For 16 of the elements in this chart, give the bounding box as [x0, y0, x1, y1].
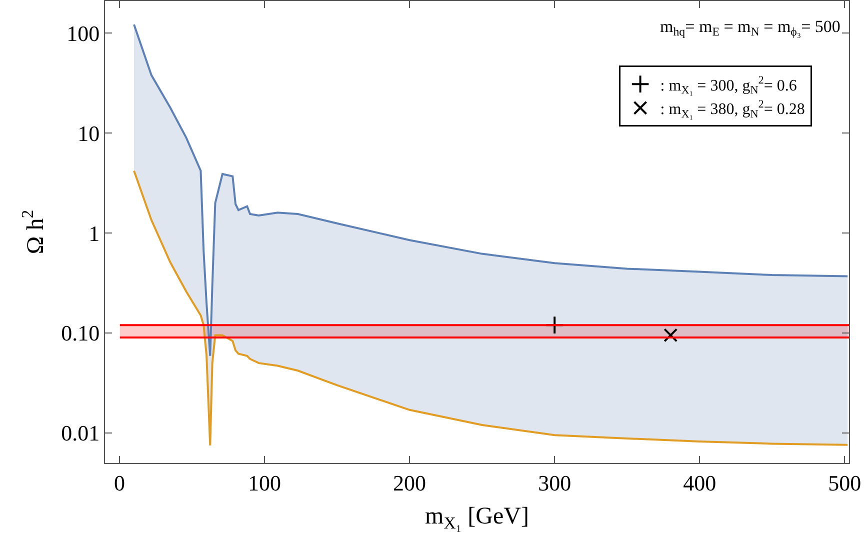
y-tick-label: 10 — [78, 120, 100, 146]
line-series — [133, 170, 849, 446]
x-tick-label: 200 — [393, 470, 426, 496]
legend-label: : m$_{X₁}$ = 380, g$_{N}$$^{2}$= 0.28 — [660, 98, 805, 120]
x-axis-title: m$_{X₁}$ [GeV] — [425, 504, 529, 533]
x-tick-label: 100 — [248, 470, 282, 496]
y-tick-label: 0.01 — [61, 420, 100, 446]
x-tick-label: 0 — [114, 470, 125, 496]
x-tick-label: 300 — [538, 470, 572, 496]
x-tick-label: 400 — [683, 470, 716, 496]
legend-label: : m$_{X₁}$ = 300, g$_{N}$$^{2}$= 0.6 — [660, 74, 797, 97]
y-tick-label: 1 — [88, 220, 100, 246]
y-tick-label: 100 — [66, 20, 100, 46]
y-tick-label: 0.10 — [61, 320, 100, 346]
text: m$_{hq}$= m$_{E}$ = m$_{N}$ = m$_{ϕ₃}$= 500 — [660, 17, 840, 39]
x-tick-label: 500 — [828, 470, 862, 496]
